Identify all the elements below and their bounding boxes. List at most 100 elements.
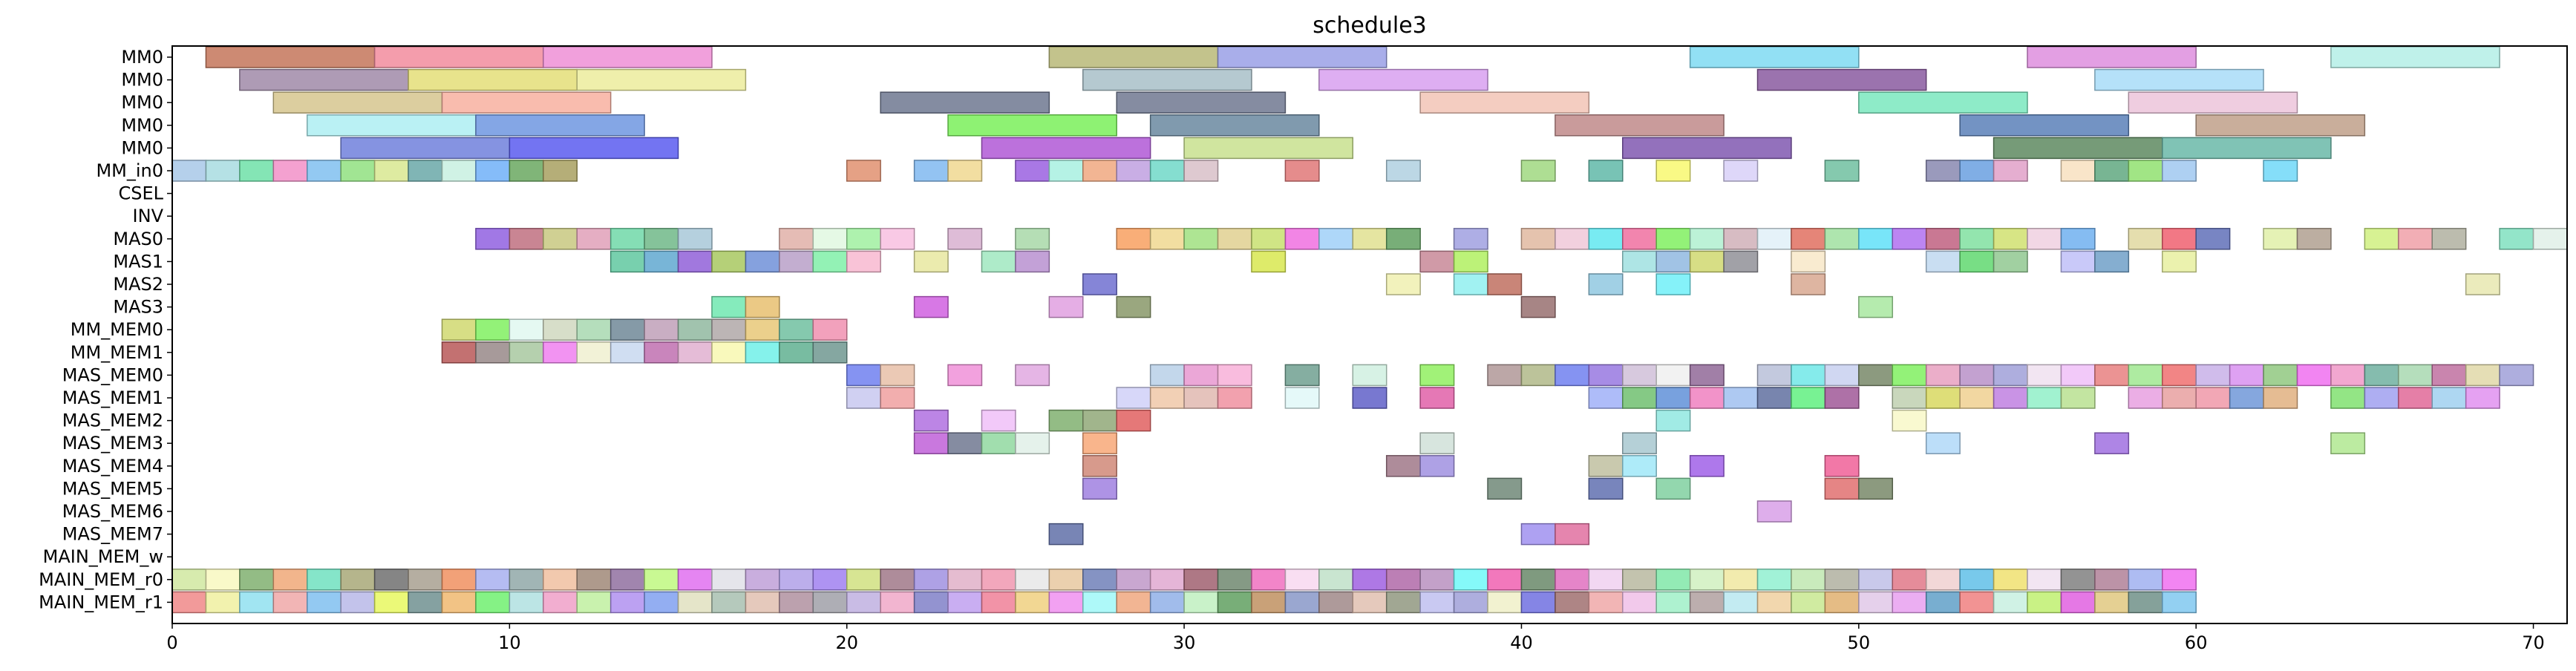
bar-mas-mem1-45 (1689, 387, 1725, 409)
bar-mm-in0-29 (1149, 160, 1185, 182)
bar-mas0-70 (2532, 228, 2568, 250)
bar-mas-mem4-43 (1622, 455, 1657, 477)
bar-mas-mem1-31 (1217, 387, 1252, 409)
bar-main-mem-r1-9 (475, 591, 511, 614)
bar-mas-mem3-37 (1419, 432, 1455, 454)
bar-main-mem-r0-13 (609, 569, 645, 591)
bar-main-mem-r0-21 (880, 569, 915, 591)
bar-mm0-2 (239, 68, 409, 91)
y-tick-label: INV (133, 206, 164, 226)
bar-mas-mem0-41 (1555, 364, 1590, 387)
bar-mas-mem4-45 (1689, 455, 1725, 477)
bar-mas-mem5-39 (1487, 477, 1523, 500)
bar-mas0-62 (2263, 228, 2298, 250)
bar-mm-mem1-14 (644, 341, 679, 364)
bar-mm-in0-46 (1723, 160, 1759, 182)
bar-mas3-17 (745, 295, 780, 318)
bar-main-mem-r1-58 (2128, 591, 2163, 614)
bar-mas-mem5-50 (1858, 477, 1894, 500)
bar-mas0-67 (2431, 228, 2467, 250)
bar-mm-in0-30 (1183, 160, 1219, 182)
bar-mm-in0-25 (1015, 160, 1050, 182)
bar-mas-mem2-24 (981, 409, 1016, 432)
bar-mas-mem3-52 (1925, 432, 1961, 454)
bar-mm0-7 (408, 68, 578, 91)
bar-mas3-40 (1520, 295, 1556, 318)
bar-mas2-27 (1082, 273, 1117, 295)
bar-mas-mem1-43 (1622, 387, 1657, 409)
bar-mas-mem3-64 (2330, 432, 2366, 454)
bar-main-mem-r0-20 (846, 569, 881, 591)
bar-main-mem-r1-55 (2027, 591, 2062, 614)
bar-mm-mem1-19 (812, 341, 848, 364)
bar-main-mem-r1-25 (1015, 591, 1050, 614)
bar-mas-mem0-20 (846, 364, 881, 387)
bar-mm-mem0-12 (576, 318, 612, 341)
bar-mas0-63 (2296, 228, 2332, 250)
bar-main-mem-r1-40 (1520, 591, 1556, 614)
bar-mas-mem0-50 (1858, 364, 1894, 387)
bar-mas0-30 (1183, 228, 1219, 250)
bar-main-mem-r1-56 (2060, 591, 2096, 614)
bar-main-mem-r0-41 (1555, 569, 1590, 591)
bar-main-mem-r0-36 (1385, 569, 1421, 591)
bar-mas1-38 (1453, 250, 1488, 273)
bar-mas0-50 (1858, 228, 1894, 250)
bar-mas0-49 (1824, 228, 1860, 250)
bar-mas0-18 (779, 228, 814, 250)
bar-main-mem-r0-43 (1622, 569, 1657, 591)
bar-mas-mem1-65 (2364, 387, 2399, 409)
bar-mas1-48 (1791, 250, 1826, 273)
bar-mm-mem0-9 (475, 318, 511, 341)
y-axis: MM0MM0MM0MM0MM0MM_in0CSELINVMAS0MAS1MAS2… (39, 47, 172, 612)
bar-mas1-54 (1993, 250, 2028, 273)
bar-main-mem-r1-7 (408, 591, 443, 614)
bar-main-mem-r0-7 (408, 569, 443, 591)
bar-main-mem-r1-53 (1959, 591, 1995, 614)
bar-main-mem-r0-17 (745, 569, 780, 591)
bar-mas-mem0-30 (1183, 364, 1219, 387)
bar-mas0-20 (846, 228, 881, 250)
bar-mas-mem0-49 (1824, 364, 1860, 387)
y-tick-label: MAS_MEM7 (62, 524, 163, 545)
bar-mas0-25 (1015, 228, 1050, 250)
bar-main-mem-r0-15 (677, 569, 713, 591)
bar-mas-mem3-24 (981, 432, 1016, 454)
bar-mas-mem0-55 (2027, 364, 2062, 387)
bar-mm0-9 (475, 114, 645, 137)
bar-mas-mem1-37 (1419, 387, 1455, 409)
bar-mas2-68 (2465, 273, 2500, 295)
bar-mm0-43 (1622, 137, 1792, 160)
bar-main-mem-r1-59 (2162, 591, 2197, 614)
bar-mas0-42 (1588, 228, 1624, 250)
bar-mm-mem1-17 (745, 341, 780, 364)
bar-mm-mem1-18 (779, 341, 814, 364)
bar-main-mem-r0-5 (340, 569, 376, 591)
bar-mm0-12 (576, 68, 747, 91)
bar-mas-mem1-35 (1352, 387, 1387, 409)
bar-mas0-32 (1251, 228, 1287, 250)
bar-main-mem-r0-42 (1588, 569, 1624, 591)
bar-mm-in0-56 (2060, 160, 2096, 182)
bar-main-mem-r0-9 (475, 569, 511, 591)
bar-mas2-44 (1655, 273, 1691, 295)
bar-mas-mem0-60 (2195, 364, 2231, 387)
bar-mas-mem6-47 (1756, 500, 1792, 523)
bar-mas0-55 (2027, 228, 2062, 250)
x-tick-label: 20 (835, 632, 858, 653)
bar-mm0-5 (340, 137, 511, 160)
bar-mm0-54 (1993, 137, 2163, 160)
bar-mas-mem7-41 (1555, 523, 1590, 546)
y-tick-label: MAIN_MEM_r1 (39, 592, 163, 612)
bar-mas0-36 (1385, 228, 1421, 250)
x-tick-label: 30 (1173, 632, 1196, 653)
y-tick-label: MM0 (121, 115, 163, 136)
bar-mm0-41 (1555, 114, 1725, 137)
bar-mm-in0-54 (1993, 160, 2028, 182)
bar-mm-in0-40 (1520, 160, 1556, 182)
bar-mm-in0-20 (846, 160, 881, 182)
bar-mm0-57 (2094, 68, 2264, 91)
bar-main-mem-r1-24 (981, 591, 1016, 614)
bar-mas3-50 (1858, 295, 1894, 318)
y-tick-label: MAS_MEM4 (62, 456, 163, 477)
